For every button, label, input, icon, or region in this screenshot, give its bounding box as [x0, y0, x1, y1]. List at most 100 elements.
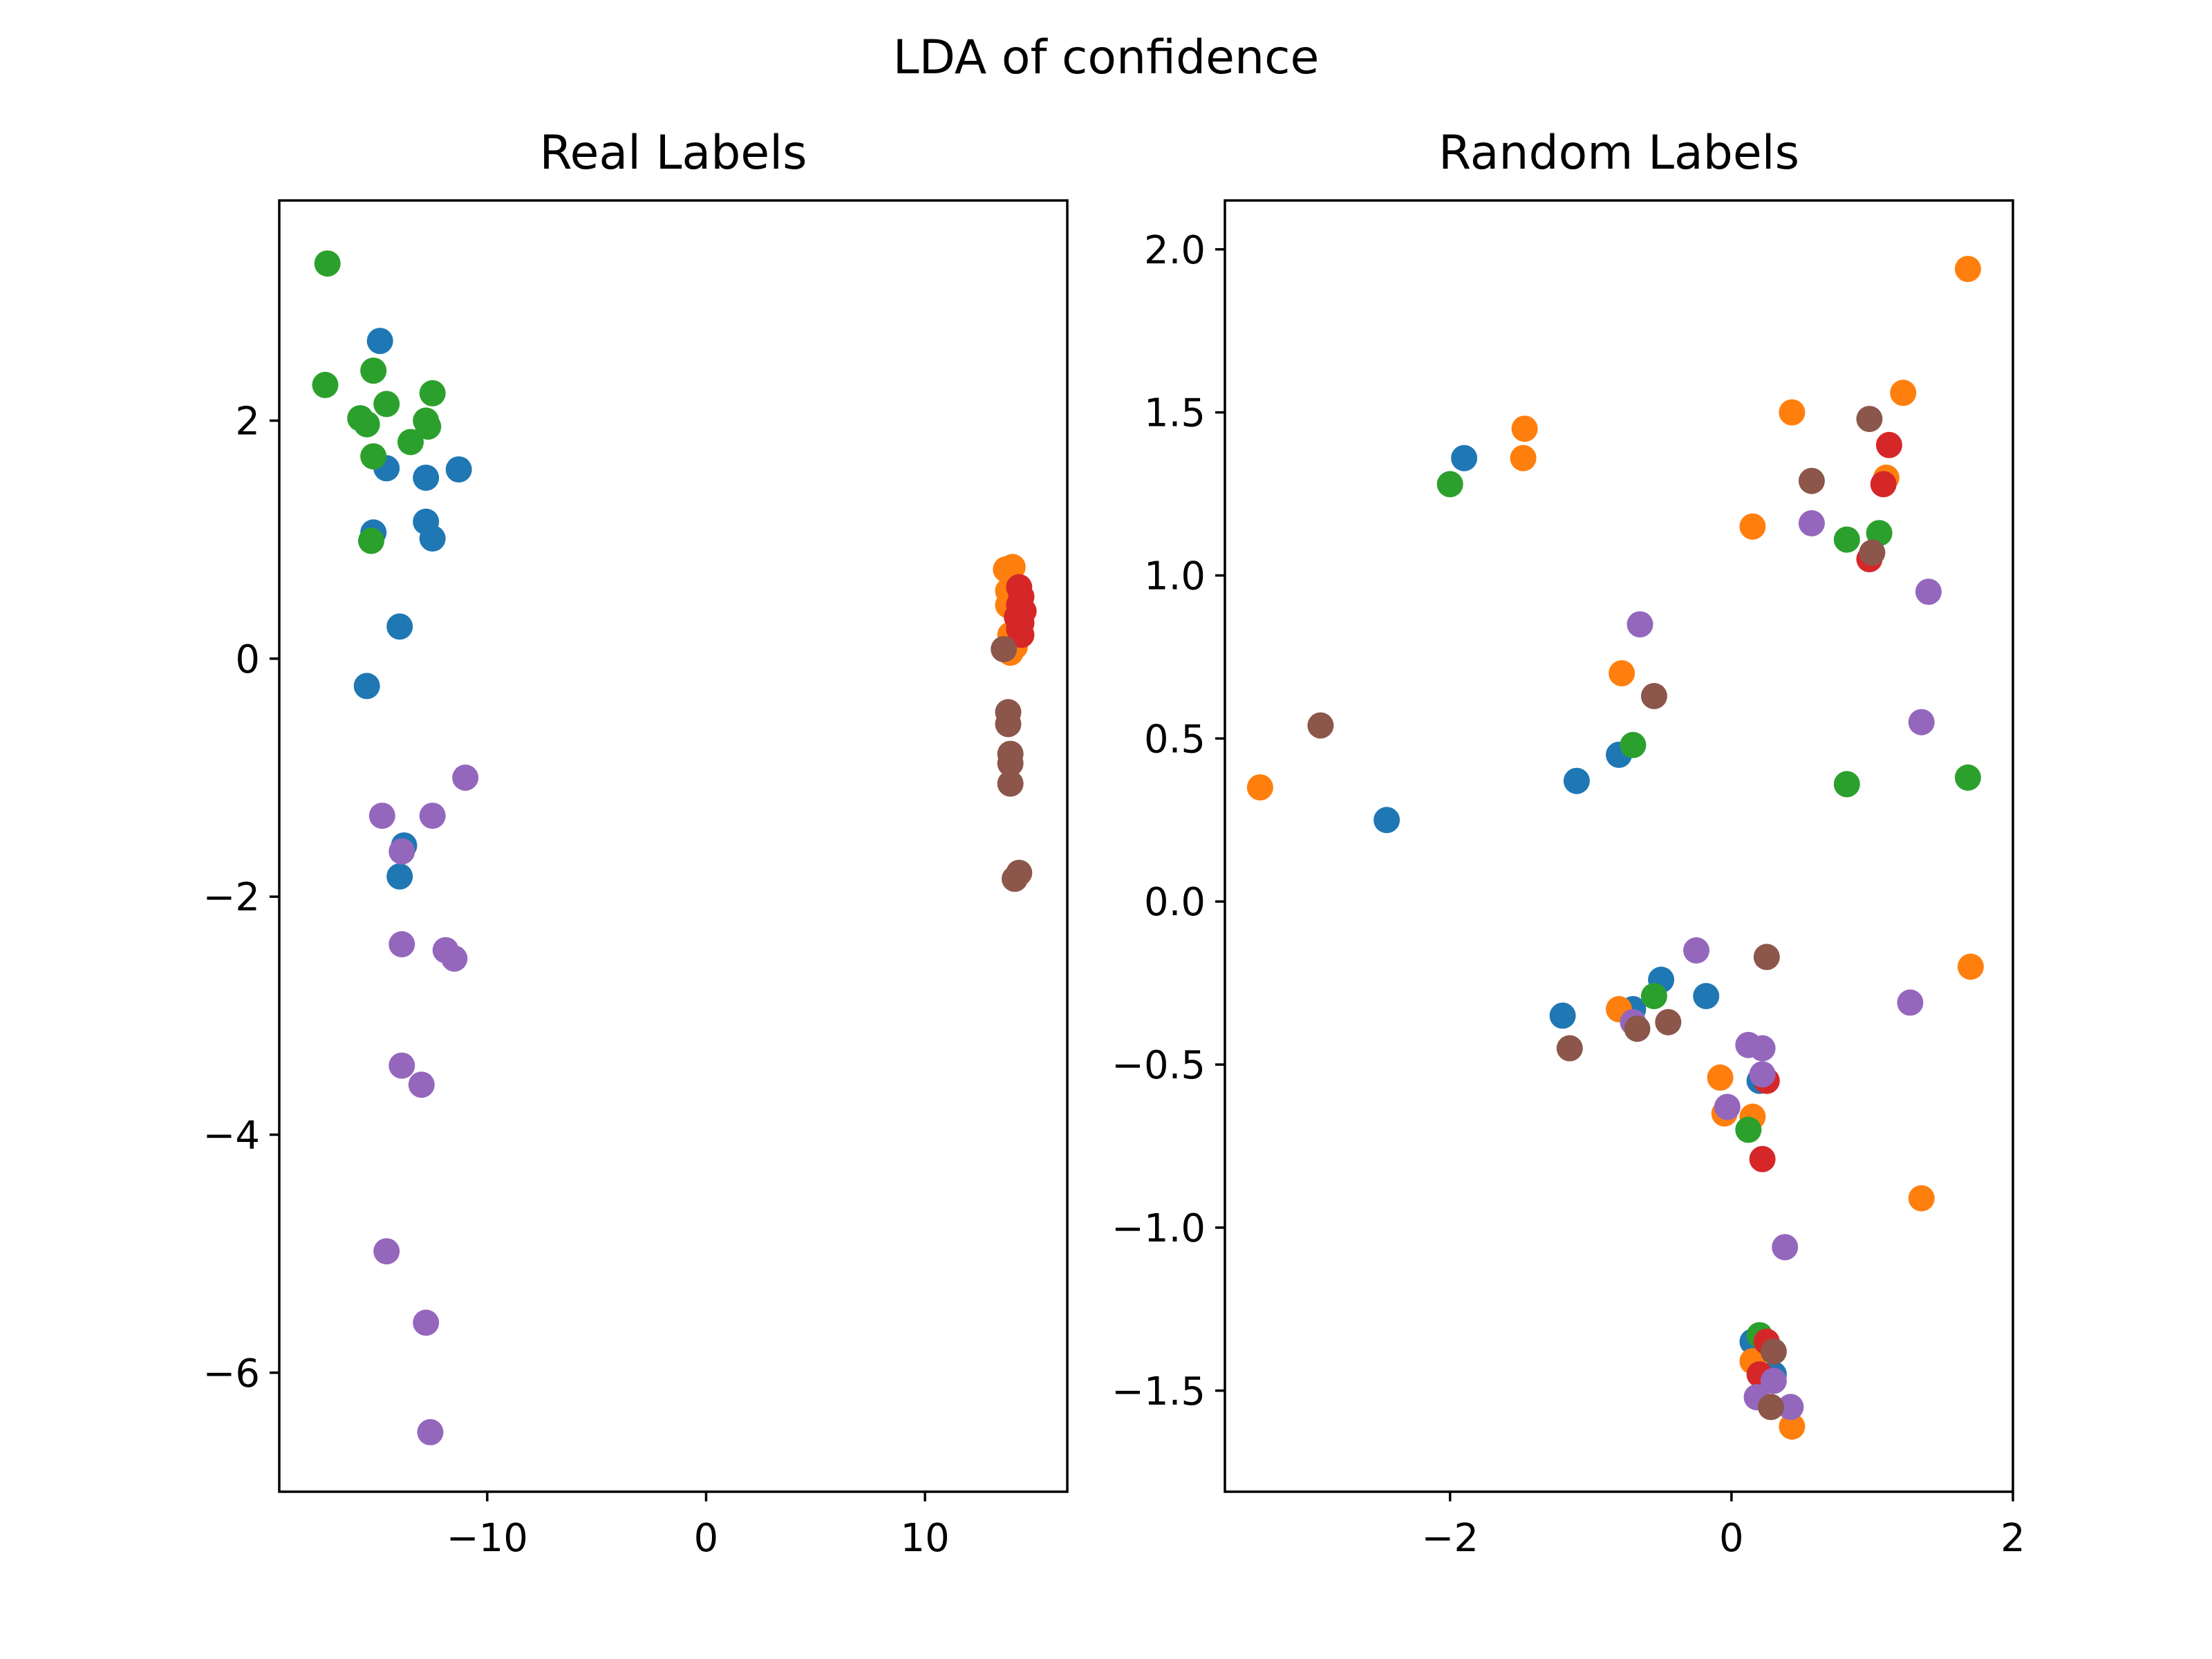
panel2-point-s4-2 — [1915, 579, 1942, 606]
panel1-point-s2-9 — [397, 429, 424, 456]
panel1-xtick-label: 10 — [901, 1516, 950, 1561]
panel2-point-s0-3 — [1374, 807, 1400, 834]
panel1-xtick-label: 0 — [694, 1516, 719, 1561]
panel1-point-s4-11 — [417, 1418, 444, 1445]
panel1-point-s3-7 — [1008, 621, 1035, 648]
panel2-point-s3-0 — [1875, 431, 1902, 458]
panel2-xtick-label: −2 — [1421, 1516, 1479, 1561]
panel1-point-s4-6 — [441, 945, 468, 972]
panel2-point-s5-10 — [1757, 1394, 1784, 1421]
panel1-point-s4-2 — [419, 803, 446, 830]
panel1-ytick-label: 0 — [235, 637, 260, 682]
panel2-point-s0-0 — [1451, 444, 1478, 471]
panel2-point-s1-6 — [1739, 513, 1766, 540]
panel2-ytick-label: 1.5 — [1144, 391, 1206, 436]
panel2-point-s1-1 — [1890, 379, 1917, 406]
panel2-point-s5-9 — [1760, 1338, 1787, 1365]
panel1-point-s2-0 — [314, 250, 341, 277]
panel2-plot-frame — [1224, 199, 2014, 1493]
panel2-point-s5-4 — [1307, 712, 1334, 739]
panel-random-labels: −2 0 2 −1.5 −1.0 −0.5 0.0 0.5 1.0 1.5 2.0 Random La… — [1112, 126, 2025, 1561]
panel2-point-s2-7 — [1735, 1116, 1762, 1143]
panel2-point-s1-3 — [1779, 399, 1806, 426]
panel1-point-s0-7 — [386, 613, 413, 640]
panel2-point-s4-4 — [1683, 937, 1709, 964]
panel2-point-s2-2 — [1833, 526, 1860, 553]
panel2-point-s5-7 — [1624, 1015, 1651, 1042]
panel2-point-s1-0 — [1954, 256, 1981, 283]
panel1-point-s0-3 — [445, 456, 472, 483]
panel1-point-s4-9 — [373, 1238, 400, 1265]
panel1-point-s0-10 — [386, 863, 413, 890]
panel1-point-s4-4 — [388, 931, 415, 957]
panel2-xtick-label: 0 — [1719, 1516, 1744, 1561]
panel2-ytick-label: −1.0 — [1112, 1206, 1206, 1251]
panel1-ytick-label: −6 — [203, 1351, 260, 1396]
panel1-point-s4-0 — [452, 765, 479, 791]
panel1-ytick-label: −2 — [203, 875, 260, 920]
panel2-point-s1-9 — [1957, 953, 1984, 980]
panel2-point-s5-6 — [1655, 1009, 1682, 1035]
panel1-point-s2-7 — [415, 413, 442, 440]
panel2-point-s0-5 — [1693, 983, 1720, 1009]
panel2-ytick-label: 0.0 — [1144, 880, 1206, 925]
panel2-point-s5-0 — [1856, 406, 1883, 433]
panel1-ytick-label: 2 — [235, 400, 260, 444]
panel2-point-s2-0 — [1436, 471, 1463, 498]
panel1-point-s2-3 — [419, 379, 446, 406]
panel1-point-s4-7 — [388, 1052, 415, 1079]
panel2-ytick-label: 0.5 — [1144, 717, 1206, 762]
panel2-point-s1-8 — [1246, 774, 1273, 801]
panel2-point-s2-4 — [1833, 771, 1860, 798]
panel2-point-s1-16 — [1779, 1413, 1806, 1440]
panel1-point-s2-10 — [360, 443, 387, 470]
panel2-point-s3-4 — [1749, 1145, 1776, 1172]
panel2-point-s2-6 — [1640, 983, 1667, 1009]
panel1-point-s4-8 — [408, 1071, 435, 1098]
panel1-ytick-label: −4 — [203, 1114, 260, 1159]
panel2-point-s1-7 — [1609, 660, 1635, 686]
figure-title: LDA of confidence — [893, 30, 1320, 85]
panel1-point-s5-0 — [991, 636, 1018, 663]
panel2-point-s2-3 — [1620, 731, 1647, 758]
panel1-point-s0-2 — [413, 465, 440, 491]
panel1-point-s2-4 — [373, 391, 400, 418]
panel2-point-s4-11 — [1772, 1234, 1799, 1261]
panel2-point-s4-12 — [1760, 1367, 1787, 1394]
panel2-xtick-label: 2 — [2000, 1516, 2025, 1561]
panel2-point-s5-5 — [1753, 944, 1780, 971]
panel1-point-s0-8 — [353, 673, 380, 700]
panel2-point-s4-3 — [1908, 709, 1935, 735]
panel1-point-s4-3 — [388, 838, 415, 865]
panel2-ytick-label: −1.5 — [1112, 1369, 1206, 1414]
panel2-point-s1-14 — [1908, 1185, 1935, 1212]
panel-real-labels: −10 0 10 −6 −4 −2 0 2 Real Labels — [203, 126, 1069, 1561]
panel2-point-s4-9 — [1749, 1061, 1776, 1088]
panel2-point-s0-6 — [1549, 1002, 1576, 1029]
panel2-point-s4-0 — [1627, 611, 1653, 638]
panel2-point-s5-3 — [1640, 683, 1667, 709]
panel1-point-s0-6 — [419, 525, 446, 552]
panel2-title: Random Labels — [1438, 126, 1799, 180]
panel1-xtick-label: −10 — [447, 1516, 528, 1561]
panel2-ytick-label: 1.0 — [1144, 554, 1206, 599]
panel1-point-s4-1 — [368, 803, 395, 830]
panel1-point-s0-0 — [366, 328, 393, 355]
panel2-point-s4-8 — [1749, 1035, 1776, 1062]
panel2-point-s0-2 — [1563, 767, 1590, 794]
panel2-point-s1-2 — [1511, 415, 1538, 442]
panel1-point-s2-1 — [312, 371, 339, 398]
panel2-point-s1-11 — [1707, 1064, 1734, 1091]
panel2-ytick-label: −0.5 — [1112, 1043, 1206, 1088]
panel1-title: Real Labels — [539, 126, 807, 180]
panel2-point-s5-2 — [1859, 539, 1886, 566]
panel2-ytick-label: 2.0 — [1144, 228, 1206, 273]
panel1-point-s5-4 — [997, 750, 1024, 777]
panel2-point-s1-4 — [1510, 444, 1537, 471]
panel1-point-s2-8 — [353, 411, 380, 438]
panel2-point-s5-1 — [1798, 467, 1825, 494]
panel1-point-s5-2 — [995, 711, 1022, 738]
panel2-point-s3-1 — [1870, 471, 1897, 498]
panel2-point-s4-5 — [1897, 989, 1924, 1016]
